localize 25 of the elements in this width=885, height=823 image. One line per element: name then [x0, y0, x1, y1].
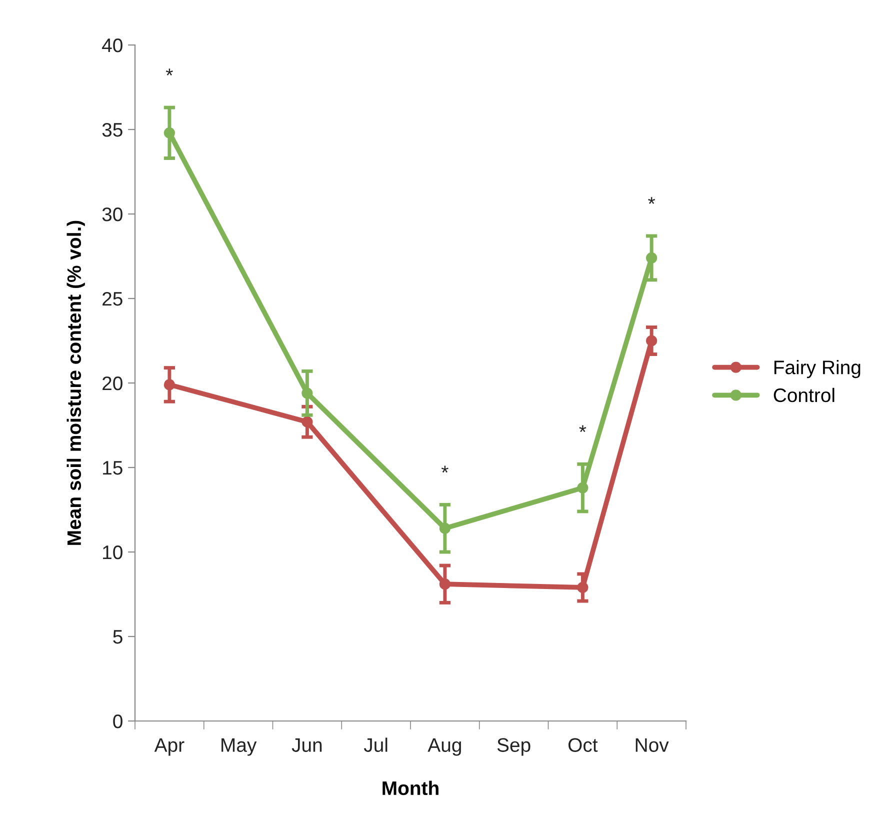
annotation: * [441, 466, 448, 473]
x-axis-title: Month [382, 780, 438, 796]
x-tick-label: Apr [154, 738, 184, 756]
y-axis-title: Mean soil moisture content (% vol.) [66, 220, 85, 545]
x-tick-label: Jun [292, 738, 322, 752]
legend-label: Fairy Ring [774, 360, 860, 378]
y-tick-label: 20 [102, 376, 122, 390]
y-tick-label: 0 [113, 714, 122, 728]
y-tick-label: 10 [103, 545, 122, 560]
y-tick-label: 15 [103, 461, 122, 475]
x-tick-label: Oct [568, 738, 598, 752]
x-tick-label: Jul [364, 738, 388, 752]
legend-label: Control [774, 388, 834, 402]
x-tick-label: Nov [636, 738, 669, 752]
x-tick-label: Sep [497, 738, 530, 756]
x-tick-label: Aug [428, 738, 461, 756]
x-tick-label: May [222, 738, 257, 756]
y-tick-label: 30 [102, 207, 122, 222]
y-tick-label: 5 [113, 630, 122, 644]
annotation: * [648, 197, 656, 204]
annotation: * [166, 68, 173, 76]
y-tick-label: 40 [102, 38, 122, 52]
annotation: * [579, 425, 586, 432]
y-tick-label: 25 [102, 292, 122, 306]
y-tick-label: 35 [102, 122, 122, 137]
